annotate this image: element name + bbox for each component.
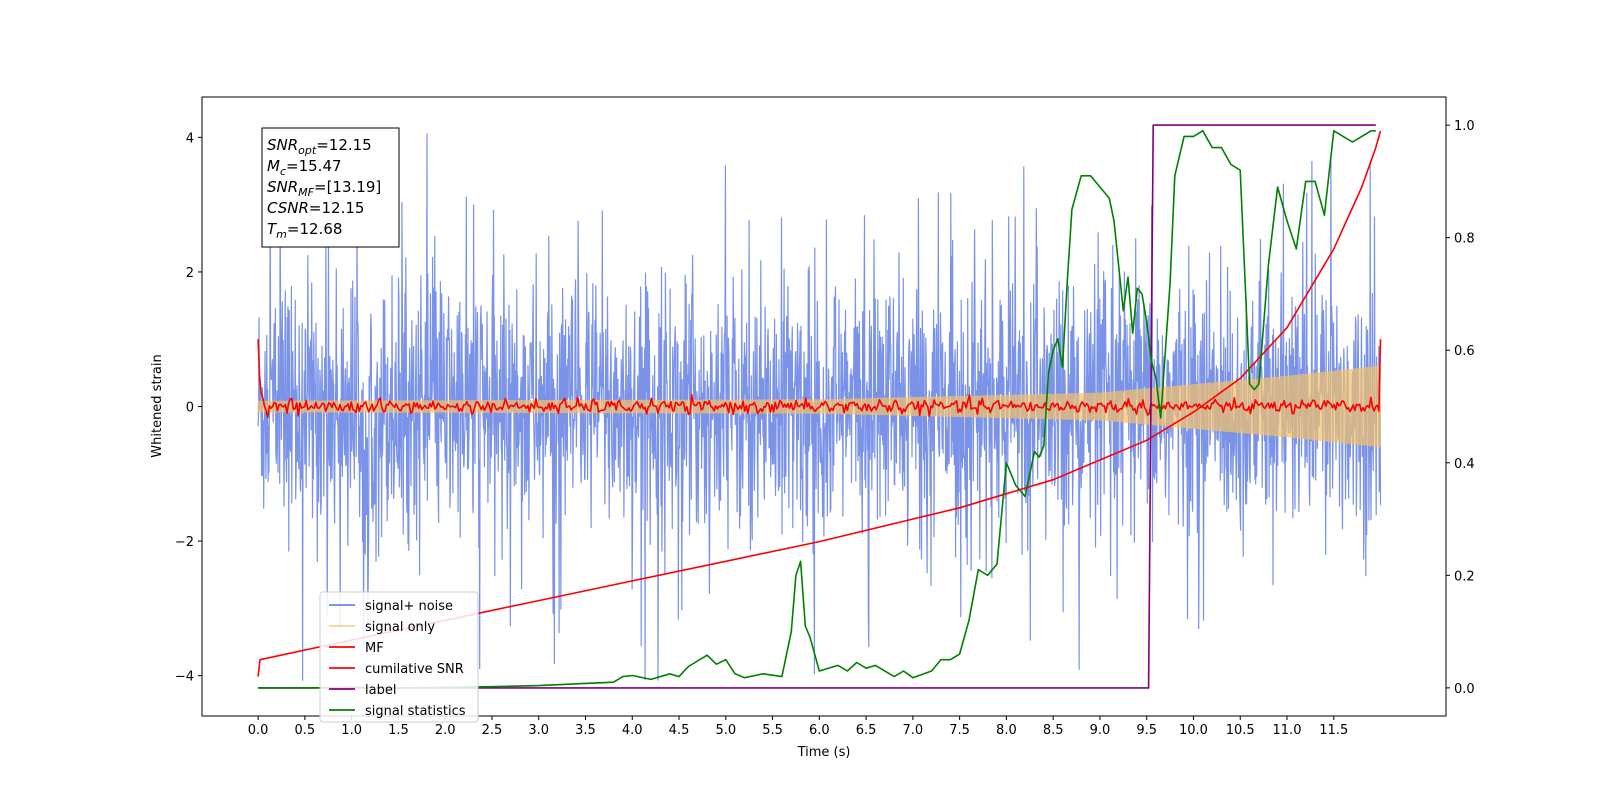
annotation-line: SNRMF=[13.19] bbox=[267, 178, 381, 199]
legend-label: label bbox=[365, 683, 396, 698]
x-tick-label: 2.5 bbox=[482, 723, 503, 738]
x-tick-label: 4.5 bbox=[669, 723, 690, 738]
x-tick-label: 8.5 bbox=[1043, 723, 1064, 738]
x-tick-label: 7.5 bbox=[949, 723, 970, 738]
annotation-line: Tm=12.68 bbox=[267, 220, 342, 241]
y-tick-label: 0 bbox=[186, 401, 194, 416]
x-tick-label: 9.5 bbox=[1136, 723, 1157, 738]
y-axis-left: 4 2 0 −2 −4 bbox=[175, 131, 202, 685]
y-tick-label: 4 bbox=[186, 131, 194, 146]
x-tick-label: 0.0 bbox=[248, 723, 269, 738]
x-tick-label: 11.0 bbox=[1273, 723, 1302, 738]
x-tick-label: 5.0 bbox=[715, 723, 736, 738]
annotation-line: Mc=15.47 bbox=[267, 157, 342, 178]
x-tick-label: 1.5 bbox=[388, 723, 409, 738]
x-tick-label: 6.5 bbox=[856, 723, 877, 738]
annotation-line: SNRopt=12.15 bbox=[267, 136, 372, 157]
annotation-frame bbox=[261, 127, 400, 248]
x-tick-label: 6.0 bbox=[809, 723, 830, 738]
series-line-signal-statistics bbox=[258, 130, 1376, 689]
y-axis-right: 1.0 0.8 0.6 0.4 0.2 0.0 bbox=[1446, 119, 1475, 697]
y-axis-label: Whitened strain bbox=[150, 354, 165, 457]
y-tick-label: −2 bbox=[175, 535, 194, 550]
x-tick-label: 9.0 bbox=[1090, 723, 1111, 738]
legend-frame bbox=[319, 591, 479, 723]
x-tick-label: 8.0 bbox=[996, 723, 1017, 738]
x-axis: 0.0 0.5 1.0 1.5 2.0 2.5 3.0 3.5 4.0 4.5 5.0 5.5 6.0 6… bbox=[248, 716, 1348, 738]
x-tick-label: 0.5 bbox=[295, 723, 316, 738]
x-tick-label: 10.5 bbox=[1226, 723, 1255, 738]
x-tick-label: 11.5 bbox=[1319, 723, 1348, 738]
legend-label: signal only bbox=[365, 620, 435, 635]
annotation-line: CSNR=12.15 bbox=[267, 199, 364, 217]
y2-tick-label: 0.6 bbox=[1454, 344, 1475, 359]
x-tick-label: 7.0 bbox=[903, 723, 924, 738]
x-tick-label: 10.0 bbox=[1179, 723, 1208, 738]
y2-tick-label: 1.0 bbox=[1454, 119, 1475, 134]
series-line-mf bbox=[257, 339, 1382, 419]
x-tick-label: 2.0 bbox=[435, 723, 456, 738]
x-tick-label: 4.0 bbox=[622, 723, 643, 738]
legend-label: MF bbox=[365, 641, 384, 656]
x-tick-label: 1.0 bbox=[341, 723, 362, 738]
x-tick-label: 5.5 bbox=[762, 723, 783, 738]
y-tick-label: −4 bbox=[175, 670, 194, 685]
x-axis-label: Time (s) bbox=[797, 745, 851, 760]
y2-tick-label: 0.0 bbox=[1454, 682, 1475, 697]
x-tick-label: 3.5 bbox=[575, 723, 596, 738]
legend-label: signal+ noise bbox=[365, 599, 453, 614]
y2-tick-label: 0.4 bbox=[1454, 457, 1475, 472]
y2-tick-label: 0.8 bbox=[1454, 232, 1475, 247]
legend: signal+ noise signal only MF cumilative SNR… bbox=[319, 591, 479, 723]
legend-label: cumilative SNR bbox=[365, 662, 464, 677]
series-line-signal-noise bbox=[257, 133, 1382, 681]
series-line-label bbox=[258, 124, 1376, 689]
legend-label: signal statistics bbox=[365, 704, 466, 719]
y2-tick-label: 0.2 bbox=[1454, 569, 1475, 584]
y-tick-label: 2 bbox=[186, 266, 194, 281]
x-tick-label: 3.0 bbox=[528, 723, 549, 738]
annotation-box: SNRopt=12.15Mc=15.47SNRMF=[13.19]CSNR=12… bbox=[261, 127, 400, 248]
